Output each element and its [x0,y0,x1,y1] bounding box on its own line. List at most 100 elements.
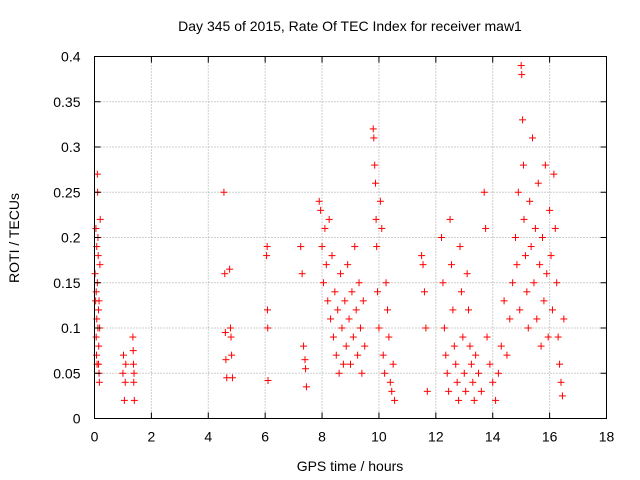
x-tick-label: 14 [485,429,501,445]
data-point [438,234,446,241]
data-point [529,134,537,142]
data-point [315,197,323,205]
data-point [531,224,539,232]
data-point [329,333,337,341]
data-point [518,71,526,79]
data-point [129,333,137,341]
data-point [130,396,138,404]
data-point [521,252,529,260]
data-point [550,170,558,178]
data-point [92,288,100,296]
data-point [456,243,464,251]
data-point [96,261,104,269]
data-point [519,116,527,124]
data-point [457,288,465,296]
data-point [389,360,397,368]
data-point [369,125,377,133]
data-point [480,188,488,196]
data-point [378,224,386,232]
data-point [443,369,451,377]
data-point [469,378,477,386]
data-point [92,224,100,232]
data-point [359,297,367,305]
data-point [347,360,354,368]
data-point [95,297,103,305]
data-point [386,378,394,386]
data-point [385,333,393,341]
data-point [500,297,508,305]
data-point [226,324,234,332]
x-axis-label: GPS time / hours [297,458,404,474]
data-point [226,265,234,273]
data-point [95,378,103,386]
x-axis: 0 2 4 6 8 10 12 14 16 18 [91,56,615,445]
data-point [348,288,356,296]
data-point [334,306,342,314]
y-tick-label: 0.4 [61,49,81,65]
data-point [374,288,382,296]
data-point [467,360,475,368]
data-point [472,351,480,359]
y-axis: 0 0.05 0.1 0.15 0.2 0.25 0.3 0.35 0.4 [53,49,607,427]
data-point [130,378,138,386]
data-point [263,306,271,314]
data-point [349,333,357,341]
data-point [477,387,485,395]
data-point [338,324,346,332]
data-point [297,243,305,251]
y-tick-label: 0 [73,411,81,427]
data-point [450,342,458,350]
data-point [372,179,380,187]
data-point [551,224,559,232]
data-point [319,279,327,287]
data-points [91,62,568,404]
data-point [317,206,325,214]
data-point [129,347,137,355]
data-point [379,351,387,359]
data-point [391,396,399,404]
data-point [540,297,548,305]
data-point [543,270,551,278]
y-tick-label: 0.2 [61,230,81,246]
data-point [534,179,542,187]
data-point [300,342,308,350]
data-point [321,224,329,232]
data-point [264,324,272,332]
data-point [301,356,309,364]
data-point [440,324,448,332]
data-point [553,279,561,287]
data-point [381,369,389,377]
data-point [263,252,271,260]
data-point [322,261,330,269]
y-tick-label: 0.3 [61,139,81,155]
data-point [96,215,104,223]
data-point [547,252,555,260]
data-point [351,243,359,251]
data-point [554,333,562,341]
data-point [482,224,490,232]
data-point [445,387,453,395]
data-point [354,351,362,359]
data-point [93,170,101,178]
data-point [228,351,236,359]
x-tick-label: 18 [599,429,615,445]
y-tick-label: 0.1 [61,320,81,336]
data-point [557,378,565,386]
data-point [509,279,517,287]
data-point [376,197,384,205]
x-tick-label: 4 [204,429,212,445]
data-point [370,134,378,142]
data-point [373,243,381,251]
data-point [475,369,482,377]
data-point [544,333,552,341]
data-point [455,396,463,404]
data-point [439,279,447,287]
data-point [517,62,525,70]
x-tick-label: 8 [318,429,326,445]
data-point [452,360,460,368]
data-point [220,188,228,196]
data-point [228,374,236,382]
data-point [371,161,379,169]
data-point [227,333,235,341]
